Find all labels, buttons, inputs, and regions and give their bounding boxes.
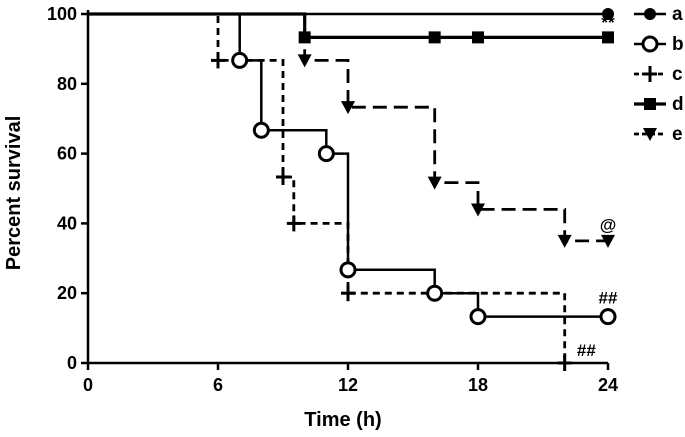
legend-label: a (672, 4, 683, 25)
series-e-point (427, 176, 442, 190)
legend-marker (643, 66, 657, 82)
legend-label: b (672, 34, 684, 55)
series-e-point (341, 101, 355, 115)
series-d-point (472, 31, 484, 44)
y-tick-label: 100 (47, 4, 77, 24)
series-c-point (211, 52, 225, 69)
significance-annotation: @ (600, 215, 617, 234)
x-tick-label: 24 (598, 375, 618, 395)
series-d-point (602, 31, 614, 44)
legend-item-d: d (634, 94, 684, 115)
x-tick-label: 12 (338, 375, 358, 395)
series-c-point (276, 168, 290, 185)
legend-item-c: c (634, 64, 683, 85)
y-tick-label: 0 (67, 353, 77, 373)
legend-item-a: a (634, 4, 683, 25)
legend-marker (644, 8, 656, 20)
y-tick-label: 60 (57, 144, 77, 164)
y-tick-label: 20 (57, 283, 77, 303)
series-c-line (88, 12, 567, 363)
series-b-point (426, 284, 444, 302)
series-b-point (339, 261, 357, 279)
series-b-point (252, 121, 270, 139)
series-b-point (317, 145, 335, 163)
legend-label: e (672, 124, 683, 145)
legend-item-b: b (634, 34, 684, 55)
series-b-point (231, 51, 249, 69)
x-tick-label: 18 (468, 375, 488, 395)
legend-marker (644, 98, 656, 110)
y-axis-title: Percent survival (3, 116, 25, 271)
x-tick-label: 6 (213, 375, 223, 395)
series-e-line (88, 12, 608, 243)
series-a-point (602, 8, 614, 20)
significance-annotation: ** (601, 13, 615, 32)
series-d-line (88, 12, 608, 40)
series-b-point (469, 308, 487, 326)
series-d-point (298, 31, 311, 44)
legend-item-e: e (634, 124, 683, 145)
significance-annotation: ## (577, 341, 596, 360)
legend-marker (643, 128, 657, 141)
series-e-point (601, 234, 615, 248)
series-e-point (471, 203, 485, 217)
series-e-point (297, 54, 312, 68)
x-axis-title: Time (h) (304, 409, 381, 431)
significance-annotation: ## (599, 289, 618, 308)
legend-marker (641, 35, 659, 53)
series-c-point (341, 285, 355, 302)
legend-label: d (672, 94, 684, 115)
y-tick-label: 80 (57, 74, 77, 94)
legend-label: c (672, 64, 683, 85)
y-tick-label: 40 (57, 213, 77, 233)
series-c-point (557, 355, 572, 371)
x-tick-label: 0 (83, 375, 93, 395)
series-c-point (286, 215, 301, 232)
markers (211, 8, 617, 371)
series (88, 12, 608, 363)
ticks: 0 20 40 60 80 100 0 6 12 18 24 (47, 4, 618, 395)
series-b-point (599, 308, 617, 326)
annotations: ** @ ## ## (577, 13, 618, 360)
series-e-point (557, 234, 572, 248)
series-d-point (428, 31, 441, 44)
